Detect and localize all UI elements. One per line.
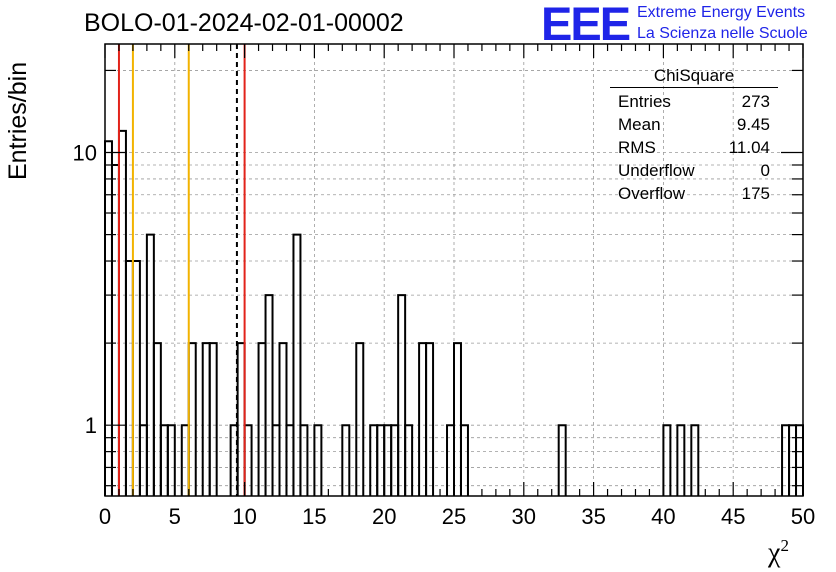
stat-row-overflow: Overflow 175: [610, 182, 778, 205]
stat-value: 175: [741, 184, 770, 203]
x-tick-label: 35: [581, 504, 605, 529]
histogram-bin: [117, 129, 127, 496]
x-axis-label-exponent: 2: [780, 536, 789, 555]
eee-logo: EEE: [541, 0, 631, 50]
histogram-bin: [676, 424, 686, 496]
logo-subtitle-2: La Scienza nelle Scuole: [637, 25, 808, 42]
x-tick-label: 25: [442, 504, 466, 529]
histogram-bin: [187, 342, 197, 496]
stat-row-rms: RMS 11.04: [610, 136, 778, 159]
histogram-bin: [292, 233, 302, 496]
stat-label: Overflow: [618, 184, 686, 203]
x-axis-label-symbol: χ: [768, 537, 781, 569]
histogram-bin: [418, 342, 428, 496]
stat-value: 0: [760, 161, 770, 180]
histogram-bin: [131, 260, 141, 496]
x-tick-label: 0: [99, 504, 111, 529]
histogram-bin: [208, 342, 218, 496]
x-tick-label: 50: [791, 504, 815, 529]
stat-label: RMS: [618, 138, 656, 157]
y-tick-label: 1: [85, 413, 97, 438]
stats-title: ChiSquare: [610, 66, 778, 88]
histogram-bin: [145, 233, 155, 496]
histogram-bin: [278, 342, 288, 496]
histogram-bin: [110, 163, 120, 496]
histogram-bin: [264, 294, 274, 496]
histogram-bin: [557, 424, 567, 496]
histogram-bin: [236, 342, 246, 496]
stat-value: 11.04: [728, 138, 770, 157]
histogram-bin: [257, 342, 267, 496]
histogram-bin: [201, 342, 211, 496]
x-tick-label: 45: [721, 504, 745, 529]
y-tick-label: 10: [73, 141, 97, 166]
histogram-bin: [397, 294, 407, 496]
stats-box: ChiSquare Entries 273 Mean 9.45 RMS 11.04 U…: [610, 66, 778, 205]
histogram-bin: [355, 342, 365, 496]
stat-value: 273: [741, 92, 770, 111]
chart-title: BOLO-01-2024-02-01-00002: [84, 9, 404, 37]
histogram-bin: [459, 424, 469, 496]
stat-label: Mean: [618, 115, 661, 134]
x-tick-label: 10: [232, 504, 256, 529]
x-tick-label: 30: [512, 504, 536, 529]
histogram-bin: [124, 260, 134, 496]
histogram-bin: [690, 424, 700, 496]
logo-subtitle-1: Extreme Energy Events: [637, 4, 806, 21]
stat-label: Underflow: [618, 161, 695, 180]
x-axis-label: χ2: [768, 536, 789, 569]
x-tick-label: 5: [169, 504, 181, 529]
histogram-bin: [299, 424, 309, 496]
histogram-bin: [425, 342, 435, 496]
x-tick-label: 20: [372, 504, 396, 529]
histogram-bin: [453, 342, 462, 496]
stat-row-mean: Mean 9.45: [610, 113, 778, 136]
histogram-bin: [152, 342, 162, 496]
histogram-bin: [404, 424, 414, 496]
stat-label: Entries: [618, 92, 671, 111]
histogram-bin: [313, 424, 323, 496]
histogram-bin: [341, 424, 351, 496]
histogram-bin: [662, 424, 672, 496]
stat-row-underflow: Underflow 0: [610, 159, 778, 182]
stat-value: 9.45: [736, 115, 770, 134]
x-tick-label: 40: [651, 504, 675, 529]
histogram-bin: [166, 424, 176, 496]
x-tick-label: 15: [302, 504, 326, 529]
stat-row-entries: Entries 273: [610, 90, 778, 113]
y-axis-label: Entries/bin: [4, 61, 32, 180]
